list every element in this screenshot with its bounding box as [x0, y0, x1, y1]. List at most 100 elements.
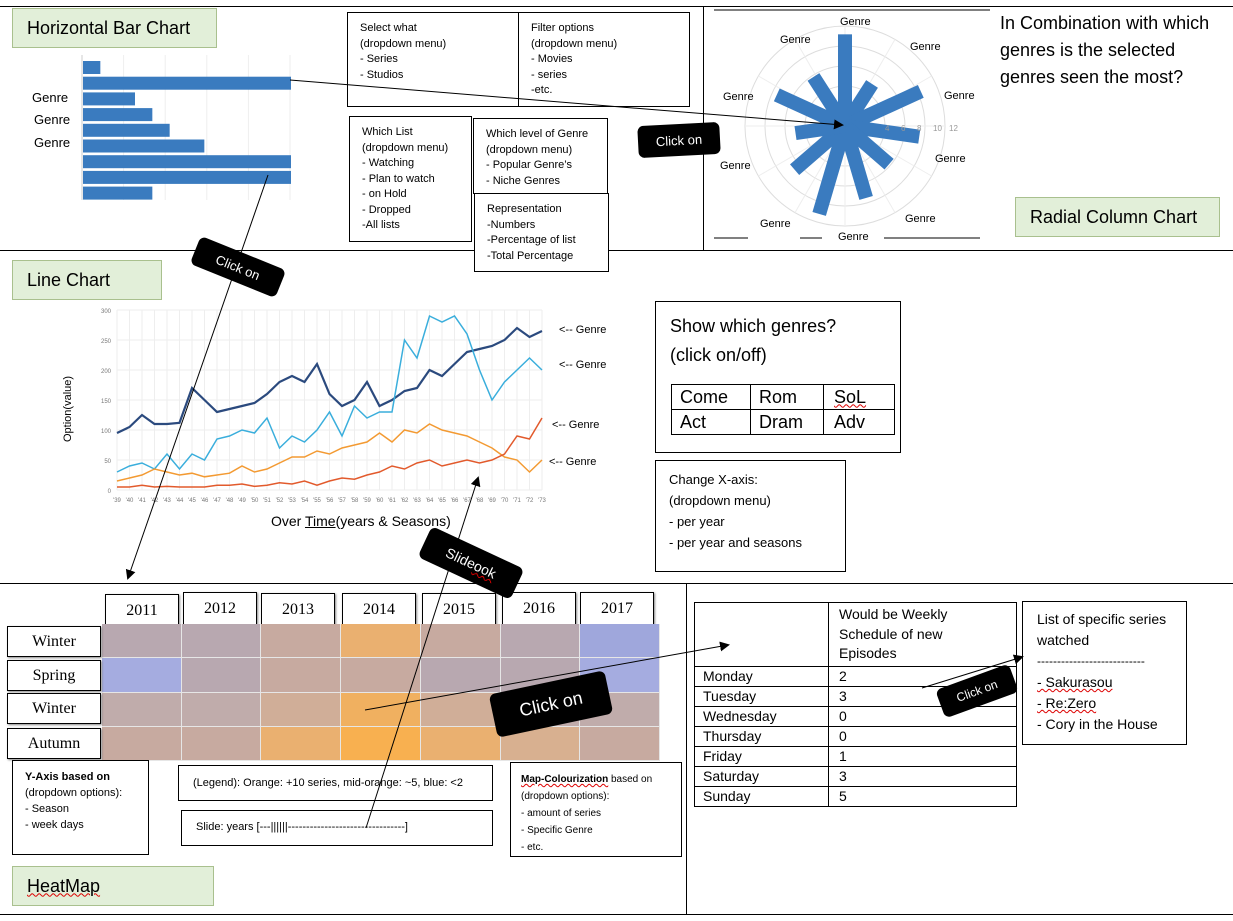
select-what-dropdown[interactable]: Select what (dropdown menu) - Series - S… — [347, 12, 519, 107]
series-list-divider: --------------------------- — [1037, 654, 1145, 668]
heatmap-season-winter[interactable]: Winter — [7, 626, 101, 657]
representation-dropdown[interactable]: Representation -Numbers -Percentage of l… — [474, 193, 609, 272]
radial-bar[interactable] — [812, 124, 852, 216]
heatmap-cell[interactable] — [341, 658, 421, 693]
heatmap-cell[interactable] — [181, 692, 262, 727]
heatmap-cell[interactable] — [341, 726, 421, 761]
heatmap-cell[interactable] — [261, 692, 342, 727]
yaxis-title: Y-Axis based on — [25, 771, 110, 783]
legend-text: (Legend): Orange: +10 series, mid-orange… — [193, 777, 463, 789]
x-tick-label: '58 — [351, 498, 359, 504]
heatmap-cell[interactable] — [261, 658, 342, 693]
representation-line: -Percentage of list — [487, 234, 576, 246]
heatmap-cell[interactable] — [102, 726, 182, 761]
bar[interactable] — [83, 139, 205, 153]
slider-text: Slide: years [---||||||-----------------… — [196, 821, 408, 833]
bar-genre-label-2: Genre — [34, 112, 71, 127]
filter-options-dropdown[interactable]: Filter options (dropdown menu) - Movies … — [518, 12, 690, 107]
table-row[interactable]: Friday 1 — [694, 745, 1017, 767]
list-item[interactable]: - Re:Zero — [1037, 693, 1172, 714]
which-list-dropdown[interactable]: Which List (dropdown menu) - Watching - … — [349, 116, 472, 242]
heatmap-year-2017[interactable]: 2017 — [580, 592, 654, 624]
genre-toggle-sol-text: SoL — [834, 386, 867, 407]
representation-line: -Total Percentage — [487, 249, 574, 262]
bar[interactable] — [83, 92, 135, 106]
heatmap-cell[interactable] — [181, 726, 262, 761]
x-tick-label: '60 — [376, 498, 384, 504]
filter-line: Filter options — [531, 22, 594, 34]
yaxis-dropdown[interactable]: Y-Axis based on (dropdown options): - Se… — [12, 760, 149, 855]
y-tick-label: 0 — [108, 489, 112, 495]
heatmap-cell[interactable] — [102, 658, 182, 693]
table-row[interactable]: Thursday 0 — [694, 725, 1017, 747]
heatmap-cell[interactable] — [420, 624, 501, 659]
heatmap-cell[interactable] — [580, 726, 660, 761]
table-row[interactable]: Saturday 3 — [694, 765, 1017, 787]
radial-bar[interactable] — [844, 119, 921, 144]
x-tick-label: '56 — [326, 498, 334, 504]
bar[interactable] — [83, 76, 291, 90]
heatmap-year-2013[interactable]: 2013 — [261, 593, 335, 625]
line-series-label-4: <-- Genre — [549, 456, 597, 468]
genre-toggle-romance[interactable]: Rom — [750, 384, 824, 410]
line-chart: 0 50 100 150 200 250 300 '39 '40 '41 '42 '43 '44 '45 '… — [101, 309, 547, 504]
heatmap-year-2015[interactable]: 2015 — [422, 593, 496, 625]
genre-level-dropdown[interactable]: Which level of Genre (dropdown menu) - P… — [473, 118, 608, 194]
list-item[interactable]: - Sakurasou — [1037, 672, 1172, 693]
year-slider[interactable]: Slide: years [---||||||-----------------… — [181, 810, 493, 846]
bar[interactable] — [83, 155, 291, 169]
x-tick-label: '68 — [476, 498, 484, 504]
radial-tick-label: 12 — [949, 124, 958, 133]
y-tick-label: 200 — [101, 369, 112, 375]
heatmap-year-2011[interactable]: 2011 — [105, 594, 179, 626]
radial-tick-label: 8 — [917, 124, 922, 133]
bar[interactable] — [83, 123, 170, 137]
heatmap-cell[interactable] — [341, 624, 421, 659]
radial-genre-label: Genre — [838, 231, 869, 243]
x-tick-label: '62 — [401, 498, 409, 504]
heatmap-cell[interactable] — [420, 726, 501, 761]
heatmap-season-winter[interactable]: Winter — [7, 693, 101, 724]
representation-line: Representation — [487, 203, 562, 215]
heatmap-cell[interactable] — [500, 624, 581, 659]
radial-column-chart-title: Radial Column Chart — [1015, 197, 1220, 237]
heatmap-cell[interactable] — [420, 658, 501, 693]
heatmap-cell[interactable] — [181, 658, 262, 693]
heatmap-cell[interactable] — [261, 624, 342, 659]
genre-toggle-comedy[interactable]: Come — [671, 384, 751, 410]
bar[interactable] — [83, 170, 291, 184]
genre-toggle-drama[interactable]: Dram — [750, 409, 824, 435]
map-title-rest: based on — [608, 774, 653, 785]
map-colourization-dropdown[interactable]: Map-Colourization based on (dropdown opt… — [510, 762, 682, 857]
bar[interactable] — [83, 108, 153, 122]
heatmap-year-2016[interactable]: 2016 — [502, 592, 576, 624]
heatmap-cell[interactable] — [102, 624, 182, 659]
slide-word-2: ook — [471, 557, 499, 582]
heatmap-cell[interactable] — [420, 692, 501, 727]
change-xaxis-dropdown[interactable]: Change X-axis: (dropdown menu) - per yea… — [655, 460, 846, 572]
heatmap-cell[interactable] — [102, 692, 182, 727]
table-row[interactable]: Sunday 5 — [694, 785, 1017, 807]
series-item-text: - Re:Zero — [1037, 695, 1097, 711]
schedule-value: 5 — [828, 785, 1017, 807]
bar-genre-label-3: Genre — [34, 135, 71, 150]
heatmap-season-spring[interactable]: Spring — [7, 660, 101, 691]
click-on-label-bar: Click on — [189, 235, 287, 299]
heatmap-cell[interactable] — [341, 692, 421, 727]
heatmap-year-2012[interactable]: 2012 — [183, 592, 257, 624]
bar[interactable] — [83, 186, 153, 200]
heatmap-season-autumn[interactable]: Autumn — [7, 728, 101, 759]
line-chart-title: Line Chart — [12, 260, 162, 300]
heatmap-cell[interactable] — [261, 726, 342, 761]
bar[interactable] — [83, 61, 101, 74]
list-item[interactable]: - Cory in the House — [1037, 714, 1172, 735]
genre-toggle-adventure[interactable]: Adv — [823, 409, 895, 435]
heatmap-year-2014[interactable]: 2014 — [342, 593, 416, 625]
heatmap-cell[interactable] — [181, 624, 262, 659]
heatmap-cell[interactable] — [580, 624, 660, 659]
genre-toggle-action[interactable]: Act — [671, 409, 751, 435]
click-on-label-radial: Click on — [637, 121, 721, 159]
x-tick-label: '55 — [313, 498, 321, 504]
radial-bar[interactable] — [842, 85, 924, 133]
genre-toggle-sol[interactable]: SoL — [823, 384, 895, 410]
